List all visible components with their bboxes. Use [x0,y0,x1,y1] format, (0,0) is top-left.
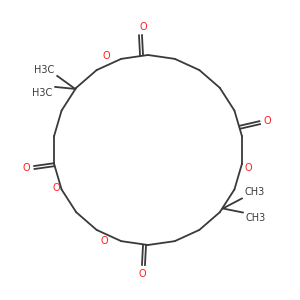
Text: O: O [244,163,252,173]
Text: O: O [100,236,108,246]
Text: O: O [139,22,147,32]
Text: H3C: H3C [34,65,54,75]
Text: O: O [22,163,30,173]
Text: O: O [103,51,110,61]
Text: CH3: CH3 [246,214,266,224]
Text: O: O [263,116,271,126]
Text: CH3: CH3 [245,188,265,197]
Text: H3C: H3C [32,88,52,98]
Text: O: O [52,183,60,193]
Text: O: O [138,269,146,279]
